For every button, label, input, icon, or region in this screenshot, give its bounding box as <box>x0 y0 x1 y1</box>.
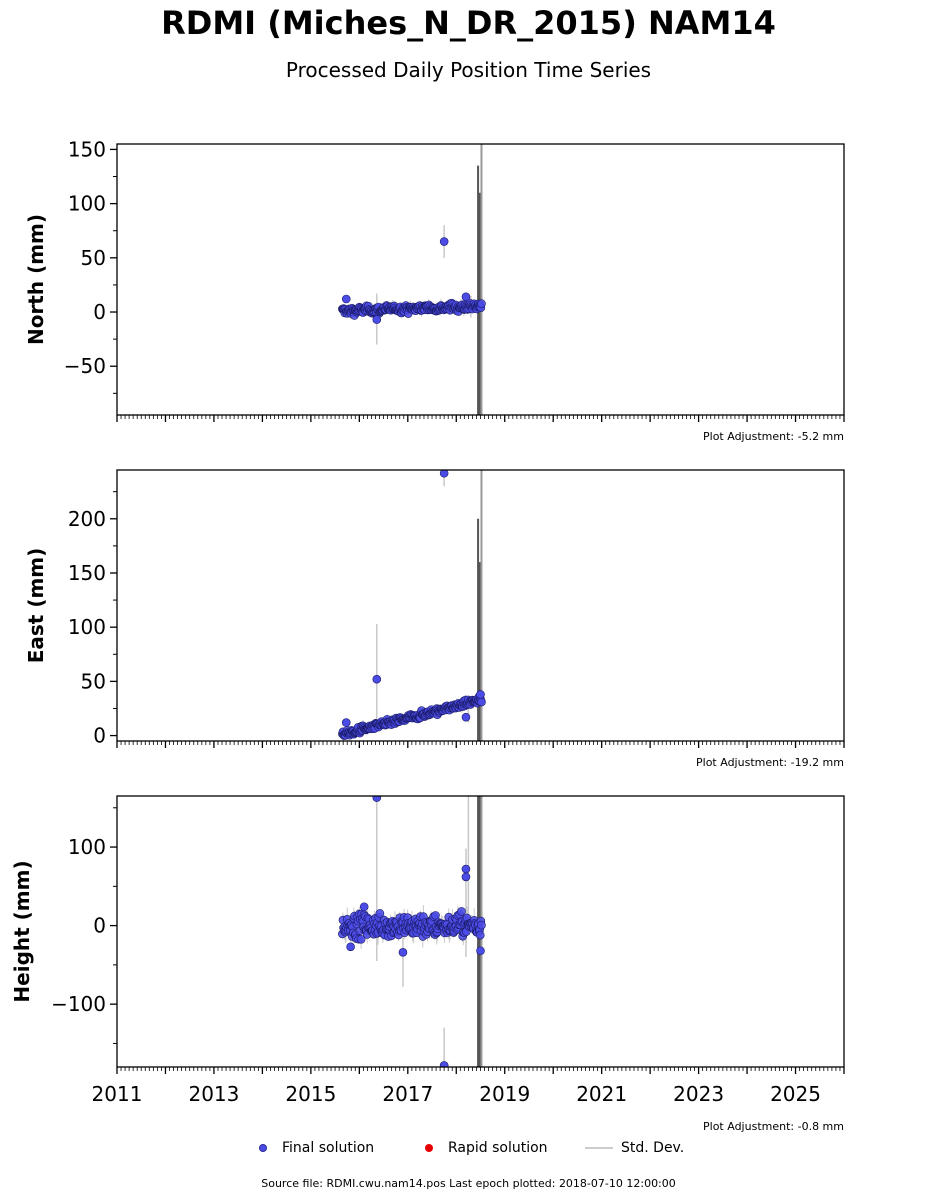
x-tick-label: 2021 <box>576 1082 627 1106</box>
outlier-point <box>461 872 471 882</box>
y-tick-label: 100 <box>68 615 106 639</box>
final-solution-marker-icon <box>259 1144 267 1152</box>
outlier-point <box>398 948 408 957</box>
y-tick-label: 200 <box>68 507 106 531</box>
chart-title: RDMI (Miches_N_DR_2015) NAM14 <box>161 4 776 42</box>
outlier-point <box>372 674 382 684</box>
data-point <box>477 920 486 930</box>
y-tick-label: 0 <box>93 724 106 748</box>
legend-label-final: Final solution <box>282 1140 375 1156</box>
outlier-point <box>341 718 351 727</box>
x-tick-label: 2025 <box>770 1082 821 1106</box>
x-tick-label: 2023 <box>673 1082 724 1106</box>
plot-area <box>338 144 486 415</box>
legend-label-stddev: Std. Dev. <box>621 1140 685 1156</box>
rapid-solution-marker-icon <box>425 1144 433 1152</box>
y-tick-label: 150 <box>68 137 106 161</box>
data-point <box>356 934 366 944</box>
source-file-note: Source file: RDMI.cwu.nam14.pos Last epo… <box>261 1177 676 1190</box>
outlier-point <box>476 690 485 699</box>
x-tick-label: 2019 <box>479 1082 530 1106</box>
y-axis-label: East (mm) <box>24 548 48 664</box>
outlier-point <box>439 1061 449 1067</box>
y-tick-label: 0 <box>93 914 106 938</box>
outlier-point <box>476 946 485 956</box>
plot-adjustment-note: Plot Adjustment: -0.8 mm <box>703 1120 844 1133</box>
y-tick-label: 0 <box>93 300 106 324</box>
panel-north: −50 0 50 100 150 North (mm) Plot Adjustment: -… <box>24 137 845 443</box>
y-axis-label: North (mm) <box>24 214 48 345</box>
outlier-point <box>439 237 449 246</box>
y-tick-label: 50 <box>81 669 106 693</box>
x-tick-label: 2017 <box>382 1082 433 1106</box>
panel-east: 0 50 100 150 200 East (mm) Plot Adjustment: -1… <box>24 469 845 769</box>
outlier-point <box>461 292 471 302</box>
data-point <box>375 909 385 918</box>
outlier-point <box>341 294 351 304</box>
plot-area <box>338 470 486 741</box>
y-tick-label: 100 <box>68 835 106 859</box>
outlier-point <box>359 902 369 912</box>
x-tick-label: 2013 <box>188 1082 239 1106</box>
chart-subtitle: Processed Daily Position Time Series <box>285 58 652 82</box>
y-axis-label: Height (mm) <box>10 860 34 1002</box>
y-tick-label: −100 <box>51 992 106 1016</box>
outlier-point <box>461 712 471 722</box>
x-tick-label: 2015 <box>285 1082 336 1106</box>
data-point <box>457 907 466 916</box>
std-dev-line-icon <box>585 1147 613 1149</box>
data-point <box>477 299 486 308</box>
outlier-point <box>346 942 355 952</box>
y-tick-label: 100 <box>68 192 106 216</box>
outlier-point <box>372 315 382 324</box>
y-tick-label: −50 <box>64 354 106 378</box>
plot-adjustment-note: Plot Adjustment: -5.2 mm <box>703 430 844 443</box>
y-tick-label: 150 <box>68 561 106 585</box>
legend-label-rapid: Rapid solution <box>448 1140 548 1156</box>
x-tick-label: 2011 <box>92 1082 143 1106</box>
panel-height: −100 0 100 Height (mm) Plot Adjustment: -0.8… <box>10 795 845 1133</box>
data-point <box>475 930 485 940</box>
legend-item-rapid: Rapid solution <box>408 1138 548 1158</box>
outlier-point <box>461 864 471 874</box>
outlier-point <box>372 796 382 802</box>
plot-area <box>338 796 486 1067</box>
plot-adjustment-note: Plot Adjustment: -19.2 mm <box>696 756 844 769</box>
legend: Final solution Rapid solution Std. Dev. <box>0 1138 937 1158</box>
legend-item-stddev: Std. Dev. <box>581 1138 684 1158</box>
outlier-point <box>439 470 449 478</box>
legend-item-final: Final solution <box>242 1138 374 1158</box>
y-tick-label: 50 <box>81 246 106 270</box>
data-point <box>477 697 486 707</box>
